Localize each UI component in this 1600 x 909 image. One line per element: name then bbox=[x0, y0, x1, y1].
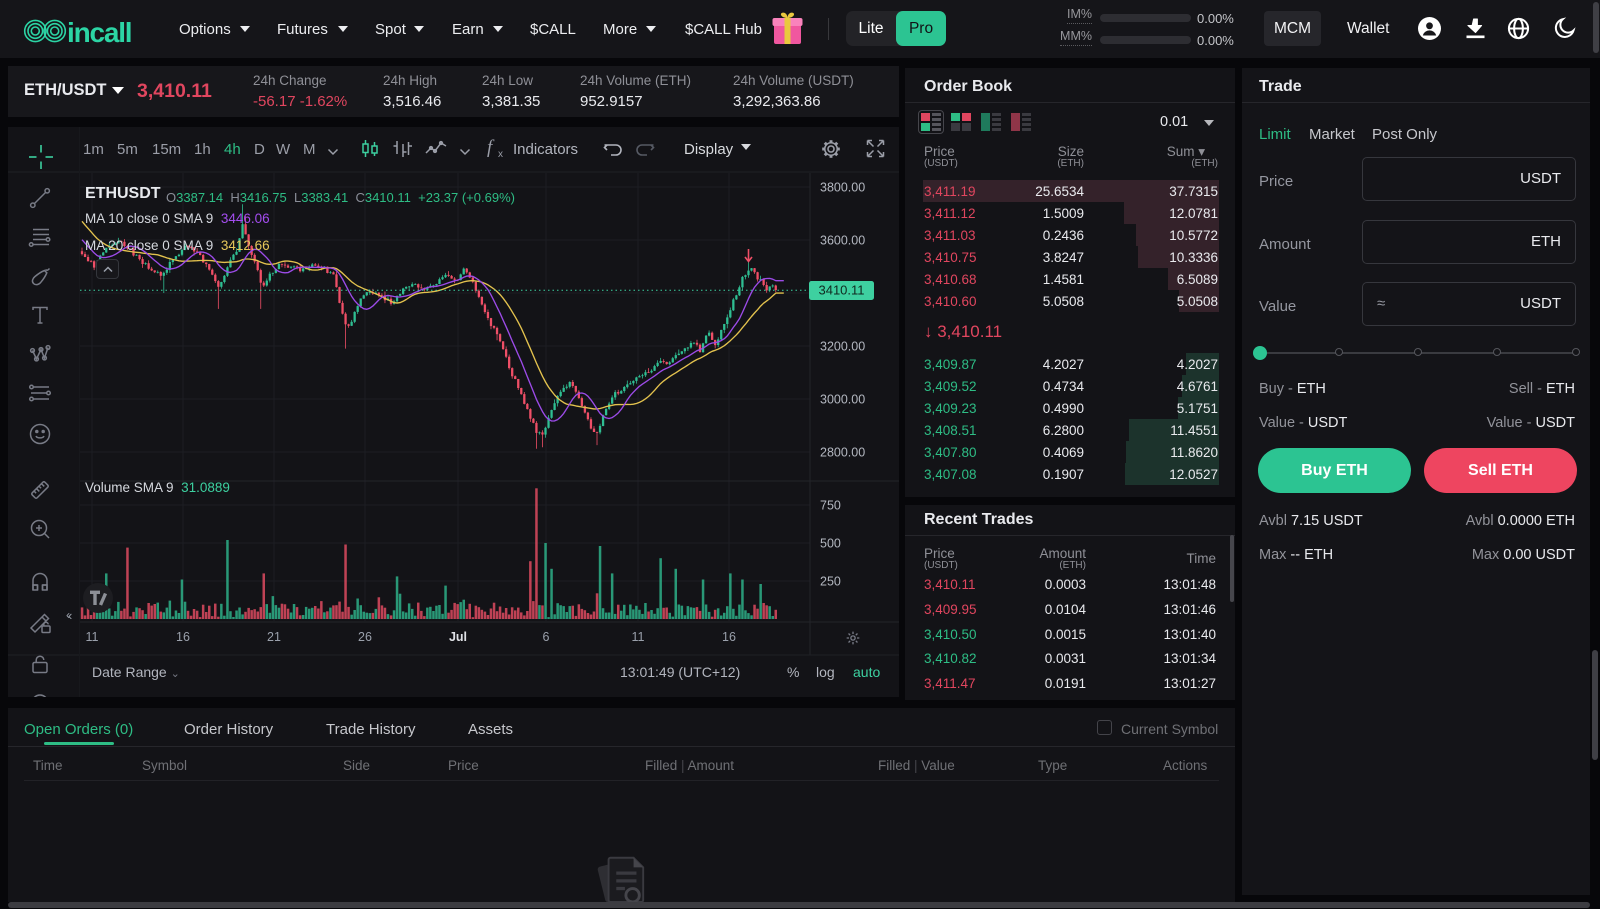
svg-text:3800.00: 3800.00 bbox=[820, 181, 865, 195]
svg-text:3000.00: 3000.00 bbox=[820, 393, 865, 407]
svg-text:Jul: Jul bbox=[449, 630, 467, 644]
svg-text:11: 11 bbox=[86, 630, 99, 644]
svg-text:3200.00: 3200.00 bbox=[820, 340, 865, 354]
svg-text:6: 6 bbox=[543, 630, 550, 644]
svg-text:500: 500 bbox=[820, 537, 841, 551]
svg-text:incall: incall bbox=[67, 17, 131, 46]
svg-text:11: 11 bbox=[632, 630, 645, 644]
svg-text:21: 21 bbox=[267, 630, 281, 644]
svg-text:26: 26 bbox=[358, 630, 372, 644]
svg-text:16: 16 bbox=[722, 630, 736, 644]
svg-text:250: 250 bbox=[820, 575, 841, 589]
svg-text:2800.00: 2800.00 bbox=[820, 446, 865, 460]
svg-text:3410.11: 3410.11 bbox=[818, 283, 864, 298]
svg-text:750: 750 bbox=[820, 499, 841, 513]
svg-text:3600.00: 3600.00 bbox=[820, 234, 865, 248]
svg-text:‹: ‹ bbox=[66, 608, 70, 622]
svg-text:16: 16 bbox=[176, 630, 190, 644]
